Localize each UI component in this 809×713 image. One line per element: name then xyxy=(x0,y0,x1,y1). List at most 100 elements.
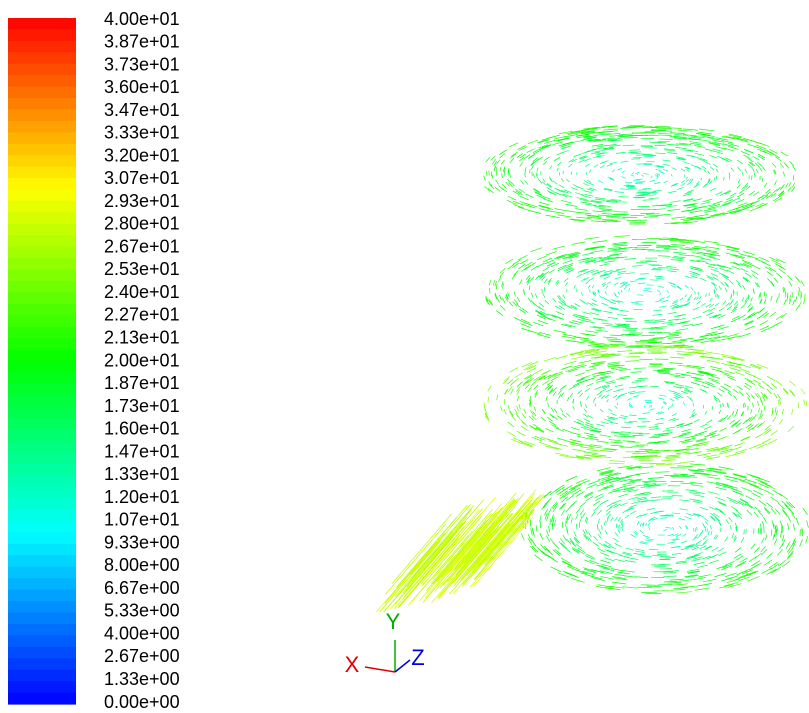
vector xyxy=(708,378,717,381)
vector xyxy=(660,298,665,300)
vector xyxy=(742,297,744,301)
vector xyxy=(676,534,681,537)
vector xyxy=(703,536,706,540)
vector xyxy=(740,369,750,373)
vector xyxy=(703,455,717,458)
vector xyxy=(668,209,680,210)
vector xyxy=(708,531,709,535)
vector xyxy=(657,214,671,215)
vector xyxy=(767,376,775,381)
vector xyxy=(699,129,714,131)
vector xyxy=(685,294,686,297)
vector xyxy=(551,408,553,412)
vector xyxy=(745,403,746,407)
vector xyxy=(658,441,670,442)
vector xyxy=(747,474,760,478)
vector xyxy=(795,276,800,281)
vector xyxy=(716,147,726,150)
vector xyxy=(583,414,588,417)
vector xyxy=(539,202,549,205)
vector xyxy=(755,507,761,512)
vector xyxy=(751,561,760,566)
vector xyxy=(552,416,557,420)
vector xyxy=(615,368,627,369)
vector xyxy=(779,399,781,404)
vector xyxy=(562,429,571,432)
vector xyxy=(589,560,599,564)
vector xyxy=(530,277,533,282)
vector xyxy=(557,438,568,441)
vector xyxy=(476,489,536,559)
vector xyxy=(524,409,527,414)
vector xyxy=(718,548,724,552)
vector xyxy=(614,559,624,562)
vector xyxy=(542,196,551,199)
vector xyxy=(566,507,570,513)
vector xyxy=(801,389,805,395)
vector xyxy=(575,365,586,368)
vector xyxy=(750,475,763,479)
vector xyxy=(655,276,664,277)
vector xyxy=(641,175,644,177)
vector xyxy=(607,363,619,365)
vector xyxy=(597,270,605,272)
vector xyxy=(542,277,546,281)
vector xyxy=(681,180,684,183)
vector xyxy=(668,332,681,333)
vector xyxy=(703,524,705,528)
vector xyxy=(635,549,644,551)
vector xyxy=(789,508,794,514)
vector xyxy=(749,557,757,562)
vector xyxy=(754,423,759,428)
vector xyxy=(531,248,542,252)
vector xyxy=(700,389,706,392)
vector xyxy=(586,484,596,488)
vector xyxy=(576,479,587,484)
vector xyxy=(589,183,595,185)
vector xyxy=(741,151,749,154)
vector xyxy=(731,299,734,303)
vector xyxy=(521,533,524,540)
vector xyxy=(603,311,612,313)
vector xyxy=(647,291,652,292)
vector xyxy=(667,571,679,572)
vector xyxy=(594,165,598,168)
vector xyxy=(693,307,699,310)
vector xyxy=(743,155,750,159)
vector xyxy=(510,389,513,394)
vector xyxy=(717,156,724,159)
colorbar-band xyxy=(8,372,76,384)
vector xyxy=(746,393,750,397)
vector xyxy=(637,521,639,525)
vector xyxy=(762,262,771,266)
vector xyxy=(721,354,735,357)
vector xyxy=(730,525,731,530)
vector xyxy=(789,281,792,286)
vector xyxy=(732,533,734,538)
colorbar-band xyxy=(8,178,76,190)
vector xyxy=(732,411,734,415)
vector xyxy=(667,144,679,145)
vector xyxy=(608,317,618,318)
vector xyxy=(667,542,675,543)
vector xyxy=(612,582,626,584)
vector xyxy=(632,172,634,174)
vector xyxy=(641,194,651,195)
vector xyxy=(732,266,740,269)
vector xyxy=(686,177,687,180)
vector xyxy=(786,183,789,188)
vector xyxy=(559,185,564,188)
vector xyxy=(731,168,734,172)
vector xyxy=(779,190,784,195)
vector xyxy=(668,407,669,410)
vector xyxy=(570,393,573,397)
vector xyxy=(599,209,612,210)
colorbar-band xyxy=(8,510,76,522)
x-axis-line xyxy=(365,667,395,672)
colorbar-band xyxy=(8,407,76,419)
vector xyxy=(669,246,683,247)
vector xyxy=(610,335,624,336)
vector xyxy=(778,394,781,399)
vector xyxy=(607,164,613,166)
vector xyxy=(597,467,611,470)
